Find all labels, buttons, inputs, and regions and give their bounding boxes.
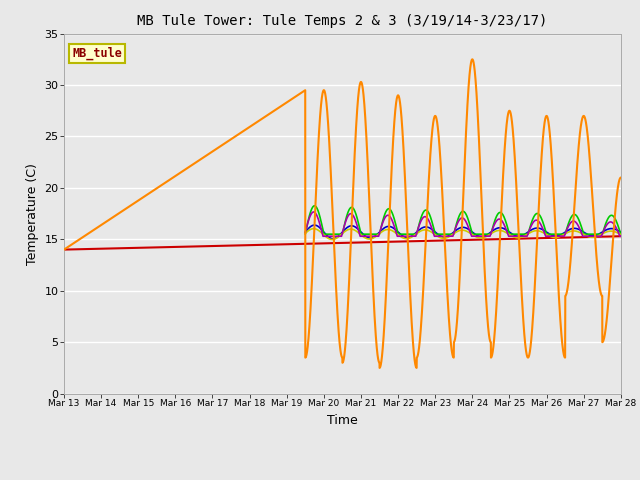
Text: MB_tule: MB_tule — [72, 47, 122, 60]
X-axis label: Time: Time — [327, 414, 358, 427]
Y-axis label: Temperature (C): Temperature (C) — [26, 163, 39, 264]
Title: MB Tule Tower: Tule Temps 2 & 3 (3/19/14-3/23/17): MB Tule Tower: Tule Temps 2 & 3 (3/19/14… — [137, 14, 548, 28]
